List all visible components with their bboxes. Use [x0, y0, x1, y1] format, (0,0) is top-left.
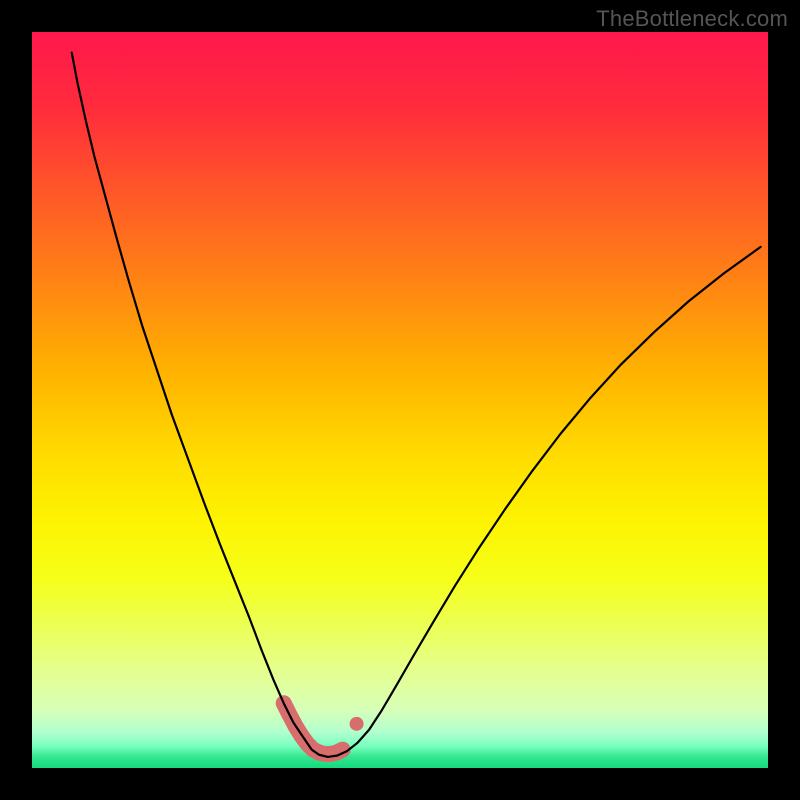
plot-svg: [32, 32, 768, 768]
gradient-background: [32, 32, 768, 768]
plot-area: [32, 32, 768, 768]
watermark-text: TheBottleneck.com: [596, 6, 788, 32]
chart-canvas: TheBottleneck.com: [0, 0, 800, 800]
highlight-dot: [350, 717, 364, 731]
